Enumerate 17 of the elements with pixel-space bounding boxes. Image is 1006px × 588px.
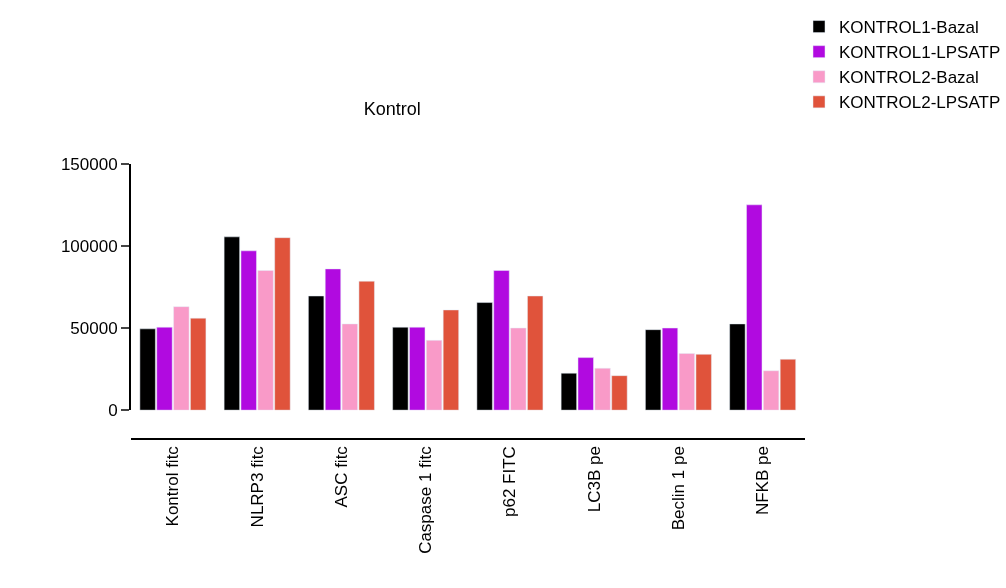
x-tick-label: Kontrol fitc (163, 445, 183, 527)
x-tick-label: Caspase 1 fitc (416, 445, 436, 554)
legend-label: KONTROL1-Bazal (839, 18, 979, 38)
chart-title: Kontrol (363, 99, 421, 120)
x-tick-label: p62 FITC (500, 446, 520, 517)
y-tick-label: 100000 (60, 236, 118, 256)
y-tick-label: 0 (108, 401, 118, 421)
x-tick-label: NLRP3 fitc (247, 445, 267, 528)
y-tick-label: 50000 (70, 318, 118, 338)
x-tick-label: ASC fitc (331, 445, 351, 508)
x-tick-label: Beclin 1 pe (668, 446, 688, 531)
x-tick-label: LC3B pe (584, 446, 604, 513)
legend-label: KONTROL2-Bazal (839, 68, 979, 88)
x-tick-label: NFKB pe (753, 446, 773, 516)
y-tick-label: 150000 (60, 154, 118, 174)
legend-label: KONTROL1-LPSATP (839, 43, 1001, 63)
legend-label: KONTROL2-LPSATP (839, 93, 1001, 113)
